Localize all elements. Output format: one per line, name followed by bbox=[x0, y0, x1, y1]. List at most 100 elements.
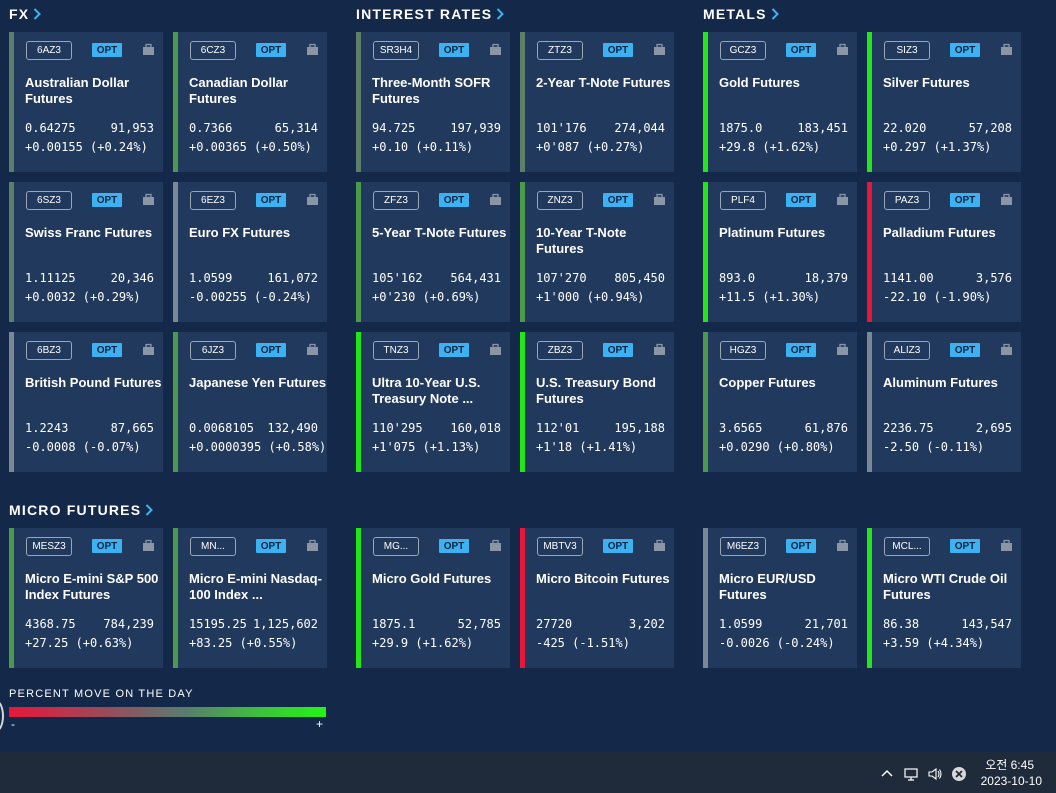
options-button[interactable]: OPT bbox=[950, 539, 980, 553]
futures-card[interactable]: SIZ3 OPT Silver Futures 22.020 57,208 +0.297 … bbox=[867, 32, 1021, 172]
contract-code-badge[interactable]: ALIZ3 bbox=[884, 341, 930, 360]
futures-card[interactable]: 6BZ3 OPT British Pound Futures 1.2243 87,665… bbox=[9, 332, 163, 472]
contract-code-badge[interactable]: MBTV3 bbox=[537, 537, 583, 556]
options-button[interactable]: OPT bbox=[256, 43, 286, 57]
contract-code-badge[interactable]: 6JZ3 bbox=[190, 341, 236, 360]
options-button[interactable]: OPT bbox=[256, 193, 286, 207]
contract-code-badge[interactable]: MN... bbox=[190, 537, 236, 556]
briefcase-icon[interactable] bbox=[836, 539, 849, 552]
briefcase-icon[interactable] bbox=[836, 343, 849, 356]
clock-date[interactable]: 2023-10-10 bbox=[980, 774, 1042, 788]
futures-card[interactable]: 6EZ3 OPT Euro FX Futures 1.0599 161,072 -0.00… bbox=[173, 182, 327, 322]
options-button[interactable]: OPT bbox=[439, 193, 469, 207]
contract-code-badge[interactable]: 6AZ3 bbox=[26, 41, 72, 60]
briefcase-icon[interactable] bbox=[306, 193, 319, 206]
briefcase-icon[interactable] bbox=[653, 539, 666, 552]
futures-card[interactable]: 6SZ3 OPT Swiss Franc Futures 1.11125 20,346 +… bbox=[9, 182, 163, 322]
options-button[interactable]: OPT bbox=[950, 343, 980, 357]
contract-code-badge[interactable]: 6EZ3 bbox=[190, 191, 236, 210]
options-button[interactable]: OPT bbox=[92, 43, 122, 57]
chevron-up-icon[interactable] bbox=[879, 766, 895, 782]
briefcase-icon[interactable] bbox=[1000, 193, 1013, 206]
micro-futures-section-link[interactable]: MICRO FUTURES bbox=[9, 502, 154, 518]
contract-code-badge[interactable]: 6CZ3 bbox=[190, 41, 236, 60]
contract-code-badge[interactable]: PAZ3 bbox=[884, 191, 930, 210]
contract-code-badge[interactable]: MCL... bbox=[884, 537, 930, 556]
options-button[interactable]: OPT bbox=[603, 343, 633, 357]
contract-code-badge[interactable]: ZFZ3 bbox=[373, 191, 419, 210]
volume-icon[interactable] bbox=[927, 766, 943, 782]
briefcase-icon[interactable] bbox=[1000, 43, 1013, 56]
options-button[interactable]: OPT bbox=[256, 539, 286, 553]
briefcase-icon[interactable] bbox=[142, 539, 155, 552]
options-button[interactable]: OPT bbox=[92, 343, 122, 357]
metals-section-link[interactable]: METALS bbox=[703, 6, 779, 22]
futures-card[interactable]: ZTZ3 OPT 2-Year T-Note Futures 101'176 274,0… bbox=[520, 32, 674, 172]
briefcase-icon[interactable] bbox=[489, 343, 502, 356]
futures-card[interactable]: MCL... OPT Micro WTI Crude Oil Futures 86.3… bbox=[867, 528, 1021, 668]
futures-card[interactable]: M6EZ3 OPT Micro EUR/USD Futures 1.0599 21,70… bbox=[703, 528, 857, 668]
briefcase-icon[interactable] bbox=[142, 43, 155, 56]
contract-code-badge[interactable]: HGZ3 bbox=[720, 341, 766, 360]
briefcase-icon[interactable] bbox=[142, 343, 155, 356]
options-button[interactable]: OPT bbox=[603, 539, 633, 553]
options-button[interactable]: OPT bbox=[439, 539, 469, 553]
clock-time[interactable]: 오전 6:45 bbox=[985, 758, 1034, 772]
futures-card[interactable]: MG... OPT Micro Gold Futures 1875.1 52,785 +2… bbox=[356, 528, 510, 668]
contract-code-badge[interactable]: 6SZ3 bbox=[26, 191, 72, 210]
options-button[interactable]: OPT bbox=[439, 343, 469, 357]
options-button[interactable]: OPT bbox=[786, 43, 816, 57]
futures-card[interactable]: 6AZ3 OPT Australian Dollar Futures 0.64275 9… bbox=[9, 32, 163, 172]
briefcase-icon[interactable] bbox=[306, 343, 319, 356]
contract-code-badge[interactable]: MG... bbox=[373, 537, 419, 556]
network-icon[interactable] bbox=[903, 766, 919, 782]
contract-code-badge[interactable]: ZTZ3 bbox=[537, 41, 583, 60]
briefcase-icon[interactable] bbox=[1000, 539, 1013, 552]
briefcase-icon[interactable] bbox=[306, 43, 319, 56]
futures-card[interactable]: PAZ3 OPT Palladium Futures 1141.00 3,576 -22.… bbox=[867, 182, 1021, 322]
briefcase-icon[interactable] bbox=[653, 193, 666, 206]
options-button[interactable]: OPT bbox=[786, 193, 816, 207]
futures-card[interactable]: ZNZ3 OPT 10-Year T-Note Futures 107'270 805,… bbox=[520, 182, 674, 322]
contract-code-badge[interactable]: ZBZ3 bbox=[537, 341, 583, 360]
briefcase-icon[interactable] bbox=[836, 193, 849, 206]
futures-card[interactable]: MN... OPT Micro E-mini Nasdaq-100 Index ..… bbox=[173, 528, 327, 668]
close-circle-icon[interactable] bbox=[951, 766, 967, 782]
futures-card[interactable]: 6JZ3 OPT Japanese Yen Futures 0.0068105 132,… bbox=[173, 332, 327, 472]
briefcase-icon[interactable] bbox=[489, 193, 502, 206]
briefcase-icon[interactable] bbox=[653, 343, 666, 356]
contract-code-badge[interactable]: MESZ3 bbox=[26, 537, 72, 556]
futures-card[interactable]: PLF4 OPT Platinum Futures 893.0 18,379 +11.5 … bbox=[703, 182, 857, 322]
options-button[interactable]: OPT bbox=[256, 343, 286, 357]
options-button[interactable]: OPT bbox=[950, 193, 980, 207]
futures-card[interactable]: MBTV3 OPT Micro Bitcoin Futures 27720 3,202 -… bbox=[520, 528, 674, 668]
options-button[interactable]: OPT bbox=[950, 43, 980, 57]
futures-card[interactable]: ALIZ3 OPT Aluminum Futures 2236.75 2,695 -2.5… bbox=[867, 332, 1021, 472]
contract-code-badge[interactable]: ZNZ3 bbox=[537, 191, 583, 210]
contract-code-badge[interactable]: SIZ3 bbox=[884, 41, 930, 60]
fx-section-link[interactable]: FX bbox=[9, 6, 42, 22]
futures-card[interactable]: HGZ3 OPT Copper Futures 3.6565 61,876 +0.0290… bbox=[703, 332, 857, 472]
futures-card[interactable]: ZFZ3 OPT 5-Year T-Note Futures 105'162 564,4… bbox=[356, 182, 510, 322]
options-button[interactable]: OPT bbox=[603, 193, 633, 207]
contract-code-badge[interactable]: PLF4 bbox=[720, 191, 766, 210]
futures-card[interactable]: SR3H4 OPT Three-Month SOFR Futures 94.725 19… bbox=[356, 32, 510, 172]
options-button[interactable]: OPT bbox=[786, 539, 816, 553]
futures-card[interactable]: ZBZ3 OPT U.S. Treasury Bond Futures 112'01 1… bbox=[520, 332, 674, 472]
options-button[interactable]: OPT bbox=[92, 539, 122, 553]
contract-code-badge[interactable]: GCZ3 bbox=[720, 41, 766, 60]
briefcase-icon[interactable] bbox=[489, 539, 502, 552]
briefcase-icon[interactable] bbox=[836, 43, 849, 56]
interest-rates-section-link[interactable]: INTEREST RATES bbox=[356, 6, 505, 22]
futures-card[interactable]: MESZ3 OPT Micro E-mini S&P 500 Index Futur… bbox=[9, 528, 163, 668]
futures-card[interactable]: TNZ3 OPT Ultra 10-Year U.S. Treasury Note … bbox=[356, 332, 510, 472]
contract-code-badge[interactable]: M6EZ3 bbox=[720, 537, 766, 556]
briefcase-icon[interactable] bbox=[306, 539, 319, 552]
briefcase-icon[interactable] bbox=[489, 43, 502, 56]
contract-code-badge[interactable]: 6BZ3 bbox=[26, 341, 72, 360]
contract-code-badge[interactable]: SR3H4 bbox=[373, 41, 419, 60]
briefcase-icon[interactable] bbox=[142, 193, 155, 206]
briefcase-icon[interactable] bbox=[1000, 343, 1013, 356]
briefcase-icon[interactable] bbox=[653, 43, 666, 56]
contract-code-badge[interactable]: TNZ3 bbox=[373, 341, 419, 360]
